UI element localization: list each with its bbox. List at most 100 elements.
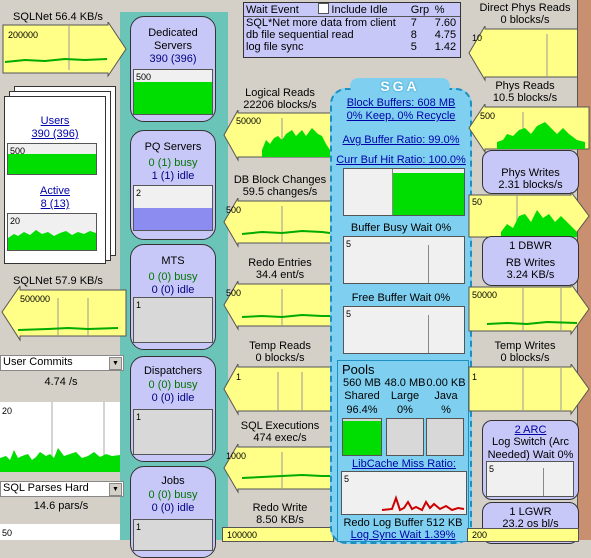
temp-writes-scale: 1 [472, 372, 478, 382]
sqlnet-top-label: SQLNet 56.4 KB/s [13, 11, 103, 23]
sqlexec-scale: 1000 [226, 451, 247, 461]
parses-value: 14.6 pars/s [33, 500, 89, 512]
java-pool-chart [426, 418, 464, 456]
jobs-panel[interactable]: Jobs 0 (0) busy 0 (0) idle 1 [130, 466, 216, 558]
pool-name-shared: Shared [344, 390, 380, 402]
keep-recycle-link[interactable]: 0% Keep, 0% Recycle [346, 110, 456, 122]
wait-row[interactable]: db file sequential read 8 4.75 [244, 29, 460, 41]
free-grid [428, 315, 429, 353]
lgwr-value: 23.2 os bl/s [502, 518, 559, 530]
include-idle-label: Include Idle [331, 4, 388, 16]
phys-reads-value: 10.5 blocks/s [492, 92, 558, 104]
wait-grp: 8 [410, 29, 417, 41]
users-value-link[interactable]: 390 (396) [31, 128, 79, 140]
parses-select[interactable]: SQL Parses Hard ▼ [0, 481, 124, 497]
free-wait-label: Free Buffer Wait 0% [351, 292, 451, 304]
redo-entries-value: 34.4 ent/s [255, 269, 305, 281]
active-value-link[interactable]: 8 (13) [40, 198, 70, 210]
active-link[interactable]: Active [40, 185, 70, 197]
free-wait-chart: 5 [343, 306, 465, 354]
busy-wait-chart: 5 [343, 236, 465, 284]
include-idle-checkbox[interactable] [318, 3, 330, 14]
redo-entries-arrow [223, 281, 333, 331]
pools-title: Pools [342, 362, 375, 377]
jobs-chart: 1 [133, 519, 213, 551]
wait-row[interactable]: SQL*Net more data from client 7 7.60 [244, 17, 460, 30]
free-wait-scale: 5 [346, 309, 352, 319]
commits-chart: 20 [0, 402, 120, 472]
sga-title: SGA [350, 78, 450, 94]
log-sync-wait-link[interactable]: Log Sync Wait 1.39% [350, 529, 456, 541]
disp-idle: 0 (0) idle [151, 392, 195, 404]
arc-grid [543, 468, 544, 496]
sqlnet-mid-scale: 500000 [20, 294, 51, 304]
wait-row[interactable]: log file sync 5 1.42 [244, 41, 460, 53]
include-idle-checkbox-cell[interactable]: Include Idle [315, 3, 408, 17]
jobs-idle: 0 (0) idle [151, 502, 195, 514]
avg-buffer-ratio-link[interactable]: Avg Buffer Ratio: 99.0% [342, 134, 460, 146]
phys-reads-arrow [468, 104, 590, 154]
dbwr-panel: 1 DBWR RB Writes 3.24 KB/s [482, 236, 579, 286]
users-link[interactable]: Users [40, 115, 70, 127]
commits-scale: 20 [2, 406, 13, 416]
mts-panel[interactable]: MTS 0 (0) busy 0 (0) idle 1 [130, 244, 216, 350]
direct-reads-value: 0 blocks/s [500, 14, 550, 26]
dedicated-servers-panel[interactable]: Dedicated Servers 390 (396) 500 [130, 16, 216, 122]
dbblock-title: DB Block Changes [233, 174, 327, 186]
logical-reads-scale: 50000 [236, 116, 262, 126]
redo-log-buffer: Redo Log Buffer 512 KB [343, 517, 463, 529]
logical-reads-title: Logical Reads [245, 87, 315, 99]
users-card: Users 390 (396) 500 Active 8 (13) 20 [4, 96, 106, 264]
redo-entries-title: Redo Entries [248, 257, 312, 269]
temp-reads-scale: 1 [236, 372, 242, 382]
hit-ratio-grid [392, 169, 393, 215]
rb-writes-arrow [468, 284, 590, 336]
temp-writes-value: 0 blocks/s [500, 352, 550, 364]
sqlnet-top-arrow [2, 22, 127, 78]
chevron-down-icon[interactable]: ▼ [109, 483, 122, 496]
arc-link[interactable]: 2 ARC [514, 424, 547, 436]
logical-reads-value: 22206 blocks/s [243, 99, 317, 111]
commits-select[interactable]: User Commits ▼ [0, 355, 124, 371]
phys-writes-value: 2.31 blocks/s [498, 179, 563, 191]
mts-chart: 1 [133, 297, 213, 343]
chevron-down-icon[interactable]: ▼ [109, 357, 122, 370]
dispatchers-panel[interactable]: Dispatchers 0 (0) busy 0 (0) idle 1 [130, 356, 216, 462]
pool-pct-shared: 96.4% [346, 404, 378, 416]
dedicated-chart-fill [134, 82, 212, 114]
pq-idle: 1 (1) idle [151, 170, 195, 182]
pool-pct-large: 0% [397, 404, 413, 416]
rb-writes-title: RB Writes [505, 257, 556, 269]
mts-scale: 1 [136, 300, 142, 310]
col-pct[interactable]: % [434, 3, 445, 16]
pq-chart: 2 [133, 185, 213, 231]
rb-writes-value: 3.24 KB/s [506, 269, 555, 281]
col-wait-event[interactable]: Wait Event [246, 3, 299, 16]
shared-pool-chart [342, 418, 382, 456]
pq-servers-panel[interactable]: PQ Servers 0 (1) busy 1 (1) idle 2 [130, 130, 216, 240]
dedicated-title: Dedicated Servers [148, 27, 198, 52]
temp-writes-arrow [468, 364, 590, 416]
redo-write-scale: 100000 [227, 530, 258, 540]
arc-panel: 2 ARC Log Switch (Arc Needed) Wait 0% 5 [482, 420, 579, 500]
sqlnet-top-chart: 200000 [5, 26, 107, 70]
hit-ratio-chart-fill [392, 173, 464, 215]
libcache-scale: 5 [344, 474, 350, 484]
curr-hit-ratio-link[interactable]: Curr Buf Hit Ratio: 100.0% [336, 154, 466, 166]
pool-name-java: Java [434, 390, 458, 402]
jobs-scale: 1 [136, 522, 142, 532]
col-grp[interactable]: Grp [410, 3, 430, 16]
temp-reads-value: 0 blocks/s [255, 352, 305, 364]
dbblock-scale: 500 [226, 205, 242, 215]
phys-writes-arrow [468, 192, 590, 242]
mts-busy: 0 (0) busy [148, 271, 198, 283]
disp-busy: 0 (0) busy [148, 379, 198, 391]
pool-size-large: 48.0 MB [384, 377, 426, 389]
redo-entries-scale: 500 [226, 288, 242, 298]
disp-title: Dispatchers [143, 365, 203, 377]
redo-write-value: 8.50 KB/s [256, 514, 304, 526]
sqlnet-top-line [5, 26, 107, 70]
temp-writes-title: Temp Writes [494, 340, 556, 352]
block-buffers-link[interactable]: Block Buffers: 608 MB [346, 97, 456, 109]
commits-chart-area [0, 402, 120, 472]
